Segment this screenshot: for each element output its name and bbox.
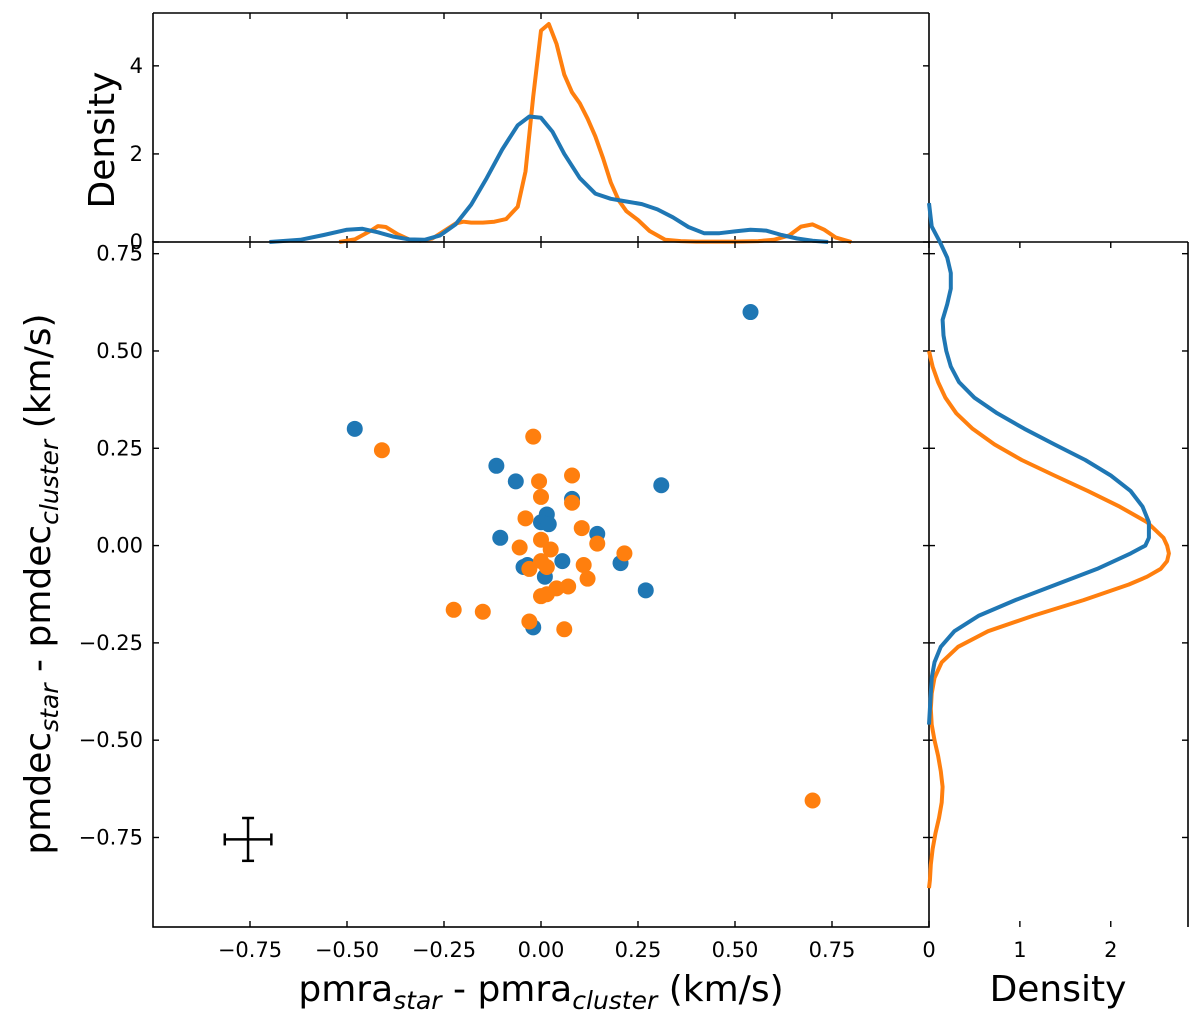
orange-point (531, 473, 548, 490)
main-xlabel: pmrastar - pmracluster (km/s) (298, 969, 783, 1015)
main-ytick-label: −0.25 (79, 631, 143, 655)
top-ytick-label: 2 (130, 142, 143, 166)
xlabel-sub-cluster: cluster (572, 986, 659, 1015)
top-curves (269, 22, 852, 244)
orange-point (474, 603, 491, 620)
blue-point (346, 420, 363, 437)
blue-point (653, 477, 670, 494)
right-kde-orange (927, 350, 1171, 889)
main-ytick-label: 0.50 (96, 339, 143, 363)
right-xtick-label: 0 (922, 938, 935, 962)
blue-point (507, 473, 524, 490)
main-scatter-panel: −0.75 −0.50 −0.25 0.00 0.25 0.50 0.75 −0.75 −0.5… (18, 241, 930, 1015)
main-ticks: −0.75 −0.50 −0.25 0.00 0.25 0.50 0.75 −0.75 −0.5… (79, 242, 929, 962)
xlabel-base: pmra (298, 969, 393, 1010)
orange-point (564, 467, 581, 484)
main-xtick-label: −0.50 (315, 938, 379, 962)
top-ticks: 0 2 4 (130, 13, 929, 254)
top-kde-orange (338, 22, 852, 244)
error-bar (223, 816, 273, 863)
orange-point (564, 494, 581, 511)
main-ytick-label: −0.75 (79, 825, 143, 849)
orange-point (579, 570, 596, 587)
orange-point (538, 586, 555, 603)
orange-point (517, 510, 534, 527)
top-kde-blue (269, 114, 829, 244)
ylabel-mid: - pmdec (18, 525, 59, 684)
right-xtick-label: 2 (1104, 938, 1117, 962)
right-density-panel: 0 1 2 Density (922, 202, 1189, 1010)
main-frame (152, 241, 930, 928)
blue-point (554, 553, 571, 570)
right-kde-blue (927, 202, 1151, 725)
xlabel-mid: - pmra (442, 969, 573, 1010)
orange-point (589, 535, 606, 552)
main-ytick-label: 0.75 (96, 242, 143, 266)
right-curves (927, 202, 1171, 889)
ylabel-tail: (km/s) (18, 313, 59, 439)
orange-point (511, 539, 528, 556)
orange-point (533, 488, 549, 505)
orange-point (542, 541, 559, 558)
main-ytick-label: 0.00 (96, 534, 143, 558)
orange-point (616, 545, 633, 562)
orange-point (804, 792, 821, 809)
right-ticks: 0 1 2 (922, 242, 1188, 962)
orange-point (373, 442, 390, 459)
top-ylabel: Density (82, 72, 123, 209)
ylabel-base: pmdec (18, 732, 59, 855)
right-xtick-label: 1 (1013, 938, 1026, 962)
xlabel-sub-star: star (393, 986, 443, 1015)
main-xtick-label: −0.25 (412, 938, 476, 962)
orange-point (445, 601, 462, 618)
blue-point (540, 516, 557, 533)
main-xtick-label: 0.00 (518, 938, 565, 962)
orange-point (533, 531, 549, 548)
main-xtick-label: 0.25 (615, 938, 662, 962)
orange-point (538, 558, 555, 575)
main-ytick-label: −0.50 (79, 728, 143, 752)
main-xtick-label: 0.75 (809, 938, 856, 962)
scatter-points (346, 304, 821, 809)
top-density-panel: 0 2 4 Density (82, 12, 930, 254)
ylabel-sub-cluster: cluster (35, 438, 64, 525)
orange-point (575, 557, 592, 574)
ylabel-sub-star: star (35, 682, 64, 732)
top-ytick-label: 0 (130, 230, 143, 254)
blue-point (492, 529, 509, 546)
orange-point (525, 428, 542, 445)
orange-point (521, 613, 538, 630)
main-ytick-label: 0.25 (96, 436, 143, 460)
main-ylabel: pmdecstar - pmdeccluster (km/s) (18, 313, 64, 854)
main-xtick-label: 0.50 (712, 938, 759, 962)
orange-point (573, 520, 590, 537)
top-ytick-label: 4 (130, 54, 143, 78)
orange-point (521, 560, 538, 577)
main-xtick-label: −0.75 (218, 938, 282, 962)
right-xlabel: Density (990, 969, 1127, 1010)
orange-point (556, 621, 573, 638)
blue-point (742, 304, 759, 321)
xlabel-tail: (km/s) (657, 969, 783, 1010)
blue-point (637, 582, 654, 599)
blue-point (488, 457, 505, 474)
